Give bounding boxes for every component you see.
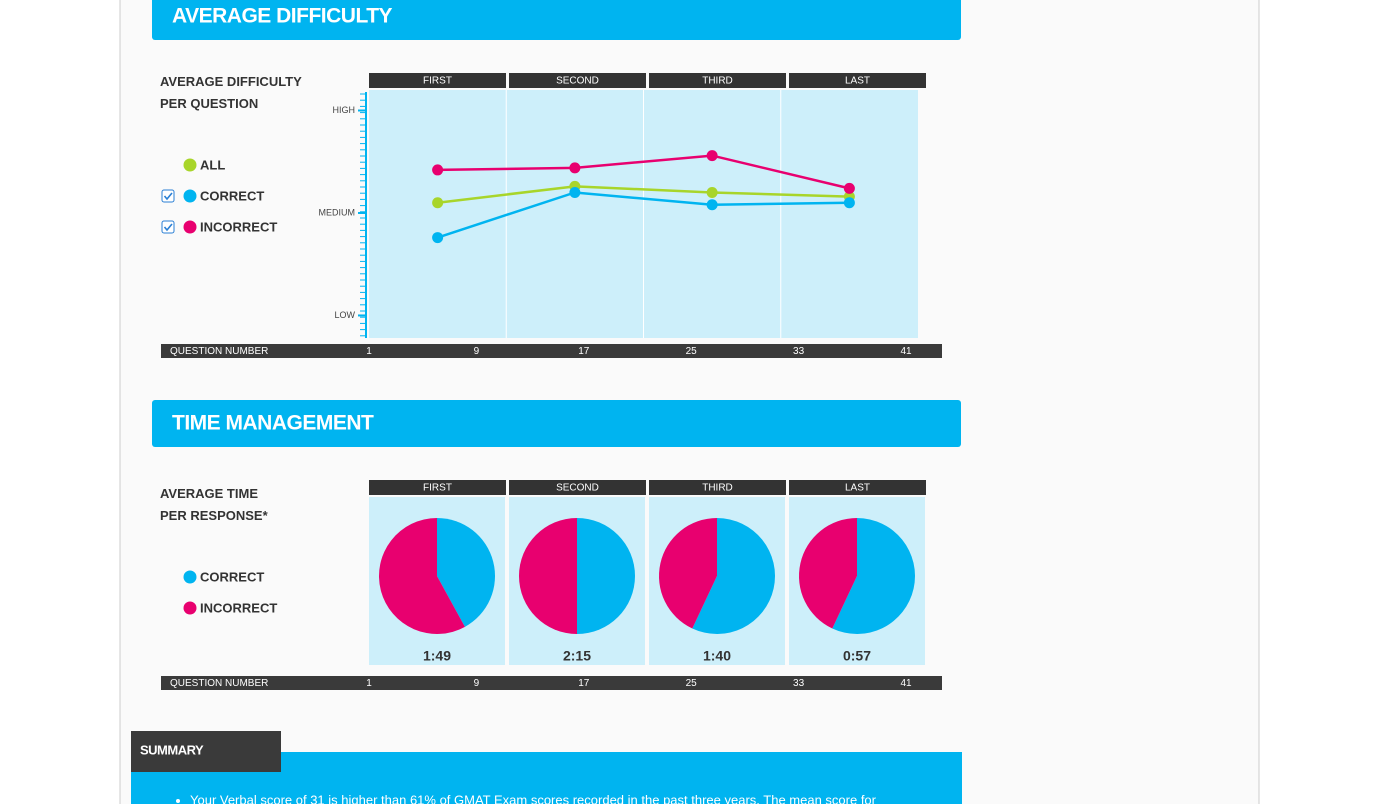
- strip-number: 33: [793, 678, 805, 689]
- strip-number: 33: [793, 346, 805, 357]
- column-header: [369, 480, 506, 495]
- checkmark: [163, 192, 173, 201]
- strip-number: 9: [474, 678, 480, 689]
- section-header: [152, 0, 961, 40]
- y-tick-label: HIGH: [333, 105, 356, 115]
- time-chart: AVERAGE TIME PER RESPONSE* FIRST SECOND THIR…: [160, 480, 942, 690]
- strip-number: 25: [686, 678, 698, 689]
- column-label: FIRST: [423, 76, 452, 87]
- legend-dot: [183, 189, 197, 203]
- data-point: [432, 197, 444, 209]
- column-label: LAST: [845, 76, 870, 87]
- strip-number: 17: [578, 346, 590, 357]
- difficulty-chart: AVERAGE DIFFICULTY PER QUESTION FIRST SECON…: [160, 73, 942, 358]
- data-point: [706, 186, 718, 198]
- data-point: [843, 197, 855, 209]
- section-title: TIME MANAGEMENT: [172, 412, 374, 435]
- column-label: FIRST: [423, 483, 452, 494]
- checkmark: [163, 223, 173, 232]
- time-label: 0:57: [843, 648, 871, 664]
- data-point: [569, 186, 581, 198]
- strip-number: 25: [686, 346, 698, 357]
- time-label: 1:40: [703, 648, 731, 664]
- series-line: [437, 191, 850, 239]
- column-header: [509, 73, 646, 88]
- legend-label: CORRECT: [200, 569, 264, 584]
- strip-number: 9: [474, 346, 480, 357]
- column-header: [649, 73, 786, 88]
- pie-slice: [692, 518, 775, 634]
- pie-slice: [519, 518, 577, 634]
- summary-tab: [131, 731, 281, 772]
- legend-label: INCORRECT: [200, 600, 277, 615]
- column-header: [789, 480, 926, 495]
- legend-label: CORRECT: [200, 188, 264, 203]
- pie-slice: [832, 518, 915, 634]
- data-point: [569, 162, 581, 174]
- strip-number: 1: [366, 678, 372, 689]
- data-point: [432, 232, 444, 244]
- y-tick-label: LOW: [334, 310, 355, 320]
- strip-number: 41: [900, 346, 912, 357]
- column-label: SECOND: [556, 76, 599, 87]
- question-strip: [161, 676, 942, 690]
- time-label: 2:15: [563, 648, 591, 664]
- strip-number: 41: [900, 678, 912, 689]
- strip-number: 17: [578, 678, 590, 689]
- chart-title: AVERAGE DIFFICULTY PER QUESTION: [160, 74, 302, 111]
- time-label: 1:49: [423, 648, 451, 664]
- column-label: LAST: [845, 483, 870, 494]
- chart-title: AVERAGE TIME PER RESPONSE*: [160, 486, 269, 523]
- series-line: [437, 154, 850, 190]
- series-line: [437, 185, 850, 204]
- y-tick-label: MEDIUM: [319, 207, 356, 217]
- bullet: [176, 799, 180, 803]
- column-header: [789, 73, 926, 88]
- pie-slice: [437, 518, 496, 627]
- legend-dot: [183, 220, 197, 234]
- legend-label: INCORRECT: [200, 219, 277, 234]
- strip-number: 1: [366, 346, 372, 357]
- data-point: [706, 150, 718, 162]
- strip-label: QUESTION NUMBER: [170, 346, 268, 357]
- column-header: [369, 73, 506, 88]
- column-header: [509, 480, 646, 495]
- legend-label: ALL: [200, 157, 225, 172]
- column-header: [649, 480, 786, 495]
- checkbox[interactable]: [161, 189, 175, 203]
- pie-slice: [658, 518, 717, 629]
- checkbox[interactable]: [161, 220, 175, 234]
- data-point: [432, 164, 444, 176]
- column-label: SECOND: [556, 483, 599, 494]
- pie-slice: [577, 518, 635, 634]
- section-title: AVERAGE DIFFICULTY: [172, 5, 393, 28]
- legend-dot: [183, 570, 197, 584]
- question-strip: [161, 344, 942, 358]
- strip-label: QUESTION NUMBER: [170, 678, 268, 689]
- column-label: THIRD: [702, 76, 733, 87]
- pie-slice: [379, 518, 465, 635]
- legend-dot: [183, 158, 197, 172]
- data-point: [843, 182, 855, 194]
- data-point: [706, 199, 718, 211]
- summary-text: Your Verbal score of 31 is higher than 6…: [190, 792, 877, 804]
- section-header: [152, 400, 961, 447]
- column-label: THIRD: [702, 483, 733, 494]
- pie-slice: [798, 518, 857, 629]
- legend-dot: [183, 601, 197, 615]
- summary-title: SUMMARY: [140, 742, 204, 757]
